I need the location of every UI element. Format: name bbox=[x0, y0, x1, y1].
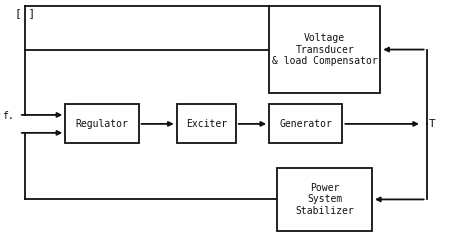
Bar bbox=[277, 168, 372, 231]
Text: Voltage
Transducer
& load Compensator: Voltage Transducer & load Compensator bbox=[272, 33, 378, 66]
Text: Regulator: Regulator bbox=[75, 119, 128, 129]
Text: Generator: Generator bbox=[279, 119, 332, 129]
Text: f.: f. bbox=[2, 111, 14, 121]
Text: Power
System
Stabilizer: Power System Stabilizer bbox=[295, 183, 354, 216]
Bar bbox=[269, 6, 380, 93]
Text: T: T bbox=[429, 119, 436, 129]
Bar bbox=[269, 104, 342, 143]
Bar bbox=[65, 104, 138, 143]
Bar bbox=[176, 104, 236, 143]
Text: [ ]: [ ] bbox=[15, 8, 36, 18]
Text: Exciter: Exciter bbox=[186, 119, 227, 129]
